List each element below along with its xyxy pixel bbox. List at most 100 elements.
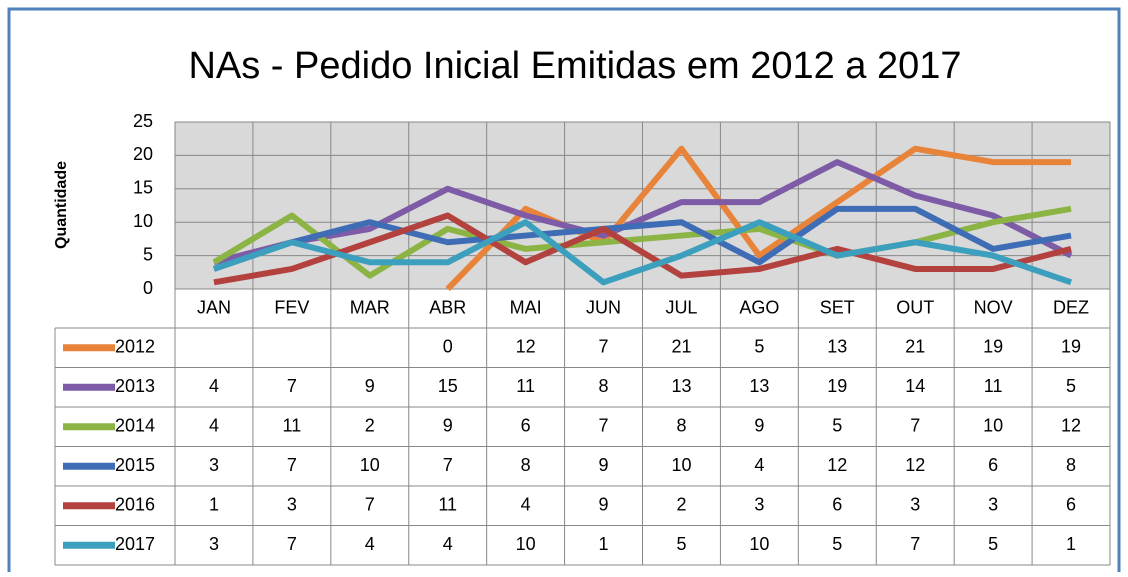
- table-value: 9: [365, 376, 375, 396]
- table-value: 3: [910, 495, 920, 515]
- table-value: 4: [754, 455, 764, 475]
- table-value: 4: [365, 534, 375, 554]
- table-value: 6: [1066, 495, 1076, 515]
- table-value: 8: [676, 416, 686, 436]
- legend-label: 2015: [115, 455, 155, 475]
- table-value: 7: [910, 416, 920, 436]
- chart-title: NAs - Pedido Inicial Emitidas em 2012 a …: [188, 45, 961, 87]
- table-value: 7: [599, 416, 609, 436]
- table-value: 21: [905, 337, 925, 357]
- table-value: 13: [827, 337, 847, 357]
- legend-label: 2016: [115, 495, 155, 515]
- table-value: 3: [754, 495, 764, 515]
- y-axis-label: Quantidade: [53, 161, 70, 249]
- table-value: 7: [443, 455, 453, 475]
- series-line: [212, 219, 1073, 286]
- table-value: 12: [516, 337, 536, 357]
- x-tick-label: JAN: [197, 297, 231, 317]
- y-tick-label: 5: [143, 244, 153, 264]
- table-value: 9: [754, 416, 764, 436]
- table-value: 3: [988, 495, 998, 515]
- table-value: 5: [988, 534, 998, 554]
- table-value: 11: [516, 376, 535, 396]
- table-value: 4: [209, 416, 219, 436]
- x-tick-label: ABR: [429, 297, 466, 317]
- x-tick-label: DEZ: [1053, 297, 1089, 317]
- table-value: 5: [832, 416, 842, 436]
- table-value: 5: [754, 337, 764, 357]
- table-value: 7: [910, 534, 920, 554]
- table-value: 9: [443, 416, 453, 436]
- series-line: [212, 205, 1072, 279]
- table-value: 0: [443, 337, 453, 357]
- table-value: 11: [984, 376, 1003, 396]
- y-tick-label: 0: [143, 278, 153, 298]
- x-tick-label: SET: [820, 297, 855, 317]
- table-value: 8: [1066, 455, 1076, 475]
- table-value: 13: [749, 376, 769, 396]
- legend-label: 2012: [115, 337, 155, 357]
- table-value: 7: [287, 534, 297, 554]
- table-value: 21: [671, 337, 691, 357]
- table-value: 2: [676, 495, 686, 515]
- table-value: 5: [676, 534, 686, 554]
- x-tick-label: JUN: [586, 297, 621, 317]
- table-value: 11: [283, 416, 302, 436]
- table-value: 6: [521, 416, 531, 436]
- table-value: 12: [827, 455, 847, 475]
- chart-frame: [7, 7, 1121, 577]
- table-value: 10: [360, 455, 380, 475]
- x-tick-label: FEV: [274, 297, 309, 317]
- table-value: 7: [599, 337, 609, 357]
- table-value: 5: [832, 534, 842, 554]
- table-value: 3: [209, 455, 219, 475]
- table-value: 19: [983, 337, 1003, 357]
- table-value: 3: [209, 534, 219, 554]
- legend-label: 2013: [115, 376, 155, 396]
- x-tick-label: JUL: [665, 297, 697, 317]
- table-value: 9: [599, 455, 609, 475]
- table-value: 3: [287, 495, 297, 515]
- series-line: [213, 159, 1073, 266]
- y-tick-label: 20: [133, 144, 153, 164]
- series-line: [213, 212, 1072, 286]
- table-value: 14: [905, 376, 925, 396]
- table-value: 6: [988, 455, 998, 475]
- y-tick-label: 10: [133, 211, 153, 231]
- y-tick-label: 25: [133, 111, 153, 131]
- table-value: 5: [1066, 376, 1076, 396]
- table-value: 7: [365, 495, 375, 515]
- table-value: 13: [671, 376, 691, 396]
- table-value: 19: [827, 376, 847, 396]
- table-value: 7: [287, 455, 297, 475]
- table-value: 1: [209, 495, 219, 515]
- table-value: 11: [438, 495, 457, 515]
- x-tick-label: MAI: [510, 297, 542, 317]
- table-value: 19: [1061, 337, 1081, 357]
- table-value: 10: [516, 534, 536, 554]
- table-value: 12: [905, 455, 925, 475]
- table-value: 9: [599, 495, 609, 515]
- table-value: 1: [1066, 534, 1076, 554]
- table-value: 8: [521, 455, 531, 475]
- table-value: 12: [1061, 416, 1081, 436]
- table-value: 10: [983, 416, 1003, 436]
- table-value: 4: [521, 495, 531, 515]
- table-value: 4: [209, 376, 219, 396]
- x-tick-label: OUT: [896, 297, 934, 317]
- table-value: 7: [287, 376, 297, 396]
- table-value: 8: [599, 376, 609, 396]
- table-value: 2: [365, 416, 375, 436]
- x-tick-label: MAR: [350, 297, 390, 317]
- legend-label: 2017: [115, 534, 155, 554]
- series-line: [212, 205, 1072, 272]
- table-value: 6: [832, 495, 842, 515]
- legend-label: 2014: [115, 416, 155, 436]
- y-tick-label: 15: [133, 178, 153, 198]
- table-value: 1: [599, 534, 609, 554]
- table-value: 15: [438, 376, 458, 396]
- x-tick-label: AGO: [739, 297, 779, 317]
- table-value: 10: [671, 455, 691, 475]
- x-tick-label: NOV: [974, 297, 1013, 317]
